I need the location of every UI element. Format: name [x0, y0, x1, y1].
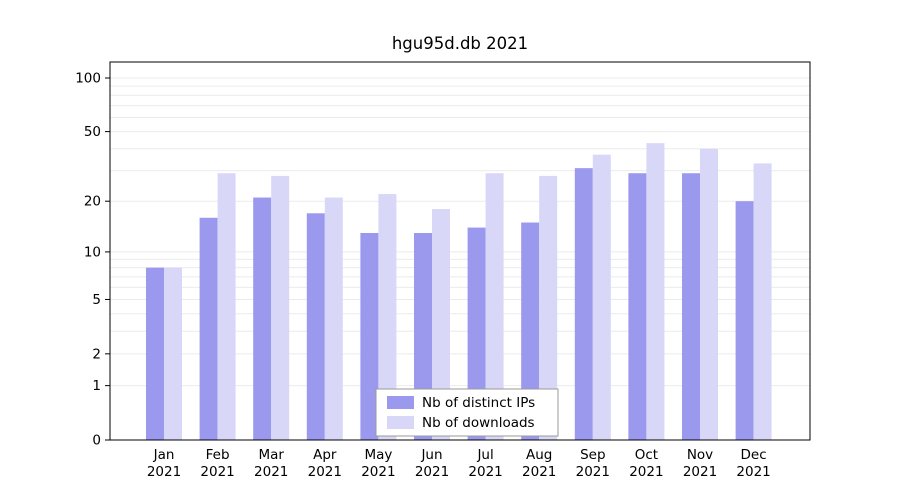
y-tick-label: 5	[92, 292, 101, 308]
bar-downloads-may	[378, 194, 397, 440]
bar-distinct-ips-nov	[682, 173, 700, 441]
x-tick-year-label: 2021	[629, 464, 663, 480]
x-tick-year-label: 2021	[683, 464, 717, 480]
legend-swatch-downloads	[387, 416, 414, 429]
x-tick-year-label: 2021	[200, 464, 234, 480]
x-tick-month-label: Jan	[153, 447, 175, 463]
y-tick-label: 20	[84, 194, 101, 210]
bar-downloads-sep	[592, 154, 611, 440]
x-tick-month-label: Nov	[687, 447, 713, 463]
legend-swatch-distinct-ips	[387, 396, 414, 409]
x-tick-month-label: Mar	[258, 447, 284, 463]
x-tick-month-label: Dec	[741, 447, 767, 463]
legend-label-distinct-ips: Nb of distinct IPs	[422, 395, 535, 411]
bar-distinct-ips-mar	[253, 197, 272, 440]
y-tick-label: 10	[84, 244, 101, 260]
x-tick-month-label: Jul	[476, 447, 493, 463]
bar-distinct-ips-dec	[735, 201, 754, 440]
bar-distinct-ips-feb	[199, 217, 218, 440]
y-tick-label: 2	[92, 346, 101, 362]
legend-label-downloads: Nb of downloads	[422, 415, 535, 431]
bar-distinct-ips-oct	[628, 173, 647, 441]
bar-downloads-oct	[646, 143, 665, 441]
x-tick-month-label: Jun	[420, 447, 442, 463]
x-tick-year-label: 2021	[254, 464, 288, 480]
bar-distinct-ips-aug	[521, 222, 540, 440]
bar-downloads-dec	[753, 163, 772, 440]
bar-distinct-ips-may	[360, 232, 379, 440]
x-tick-month-label: Sep	[580, 447, 605, 463]
plot-border	[109, 61, 811, 441]
x-tick-month-label: Feb	[206, 447, 230, 463]
y-tick-label: 0	[92, 433, 101, 449]
x-tick-month-label: Oct	[635, 447, 658, 463]
x-tick-month-label: Aug	[526, 447, 552, 463]
x-tick-year-label: 2021	[361, 464, 395, 480]
x-tick-year-label: 2021	[415, 464, 449, 480]
x-tick-year-label: 2021	[147, 464, 181, 480]
bar-distinct-ips-apr	[306, 213, 325, 440]
x-tick-year-label: 2021	[576, 464, 610, 480]
bar-distinct-ips-jul	[467, 227, 486, 440]
y-tick-label: 100	[75, 71, 101, 87]
bar-distinct-ips-jan	[146, 267, 164, 440]
bar-downloads-jul	[485, 173, 504, 441]
x-tick-month-label: May	[364, 447, 392, 463]
bar-downloads-apr	[324, 197, 343, 440]
x-tick-year-label: 2021	[736, 464, 770, 480]
bar-downloads-nov	[700, 148, 718, 440]
x-tick-month-label: Apr	[313, 447, 337, 463]
bar-downloads-jun	[432, 209, 450, 440]
bar-downloads-jan	[164, 267, 182, 440]
bar-distinct-ips-jun	[414, 232, 432, 440]
bar-downloads-feb	[217, 173, 236, 441]
bar-distinct-ips-sep	[574, 168, 593, 441]
x-tick-year-label: 2021	[468, 464, 502, 480]
x-tick-year-label: 2021	[522, 464, 556, 480]
x-tick-year-label: 2021	[308, 464, 342, 480]
chart-title: hgu95d.db 2021	[391, 34, 529, 53]
bar-downloads-mar	[271, 175, 290, 440]
bar-downloads-aug	[539, 175, 558, 440]
y-tick-label: 50	[84, 124, 101, 140]
y-tick-label: 1	[92, 378, 101, 394]
